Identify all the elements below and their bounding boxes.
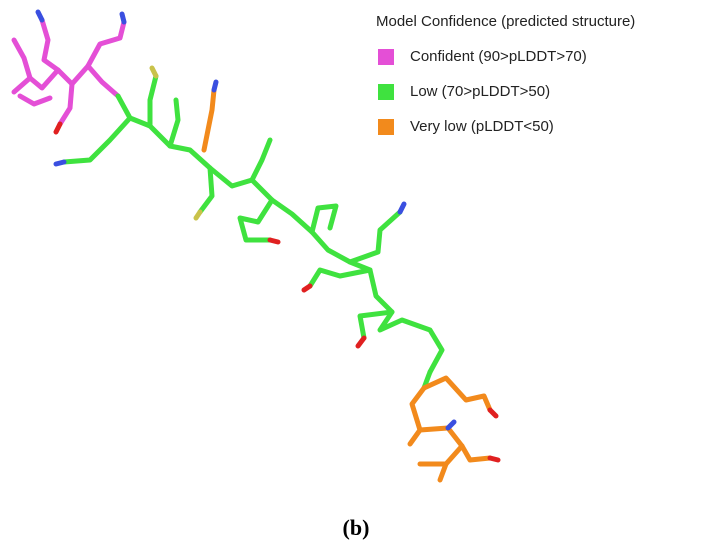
legend-label: Very low (pLDDT<50) <box>410 118 554 135</box>
legend-swatch <box>378 119 394 135</box>
legend-swatch <box>378 49 394 65</box>
legend-label: Confident (90>pLDDT>70) <box>410 48 587 65</box>
molecule <box>11 9 501 483</box>
legend-swatch <box>378 84 394 100</box>
legend: Confident (90>pLDDT>70) Low (70>pLDDT>50)… <box>378 48 587 135</box>
legend-label: Low (70>pLDDT>50) <box>410 83 550 100</box>
caption: (b) <box>343 515 370 540</box>
legend-title: Model Confidence (predicted structure) <box>376 13 635 30</box>
